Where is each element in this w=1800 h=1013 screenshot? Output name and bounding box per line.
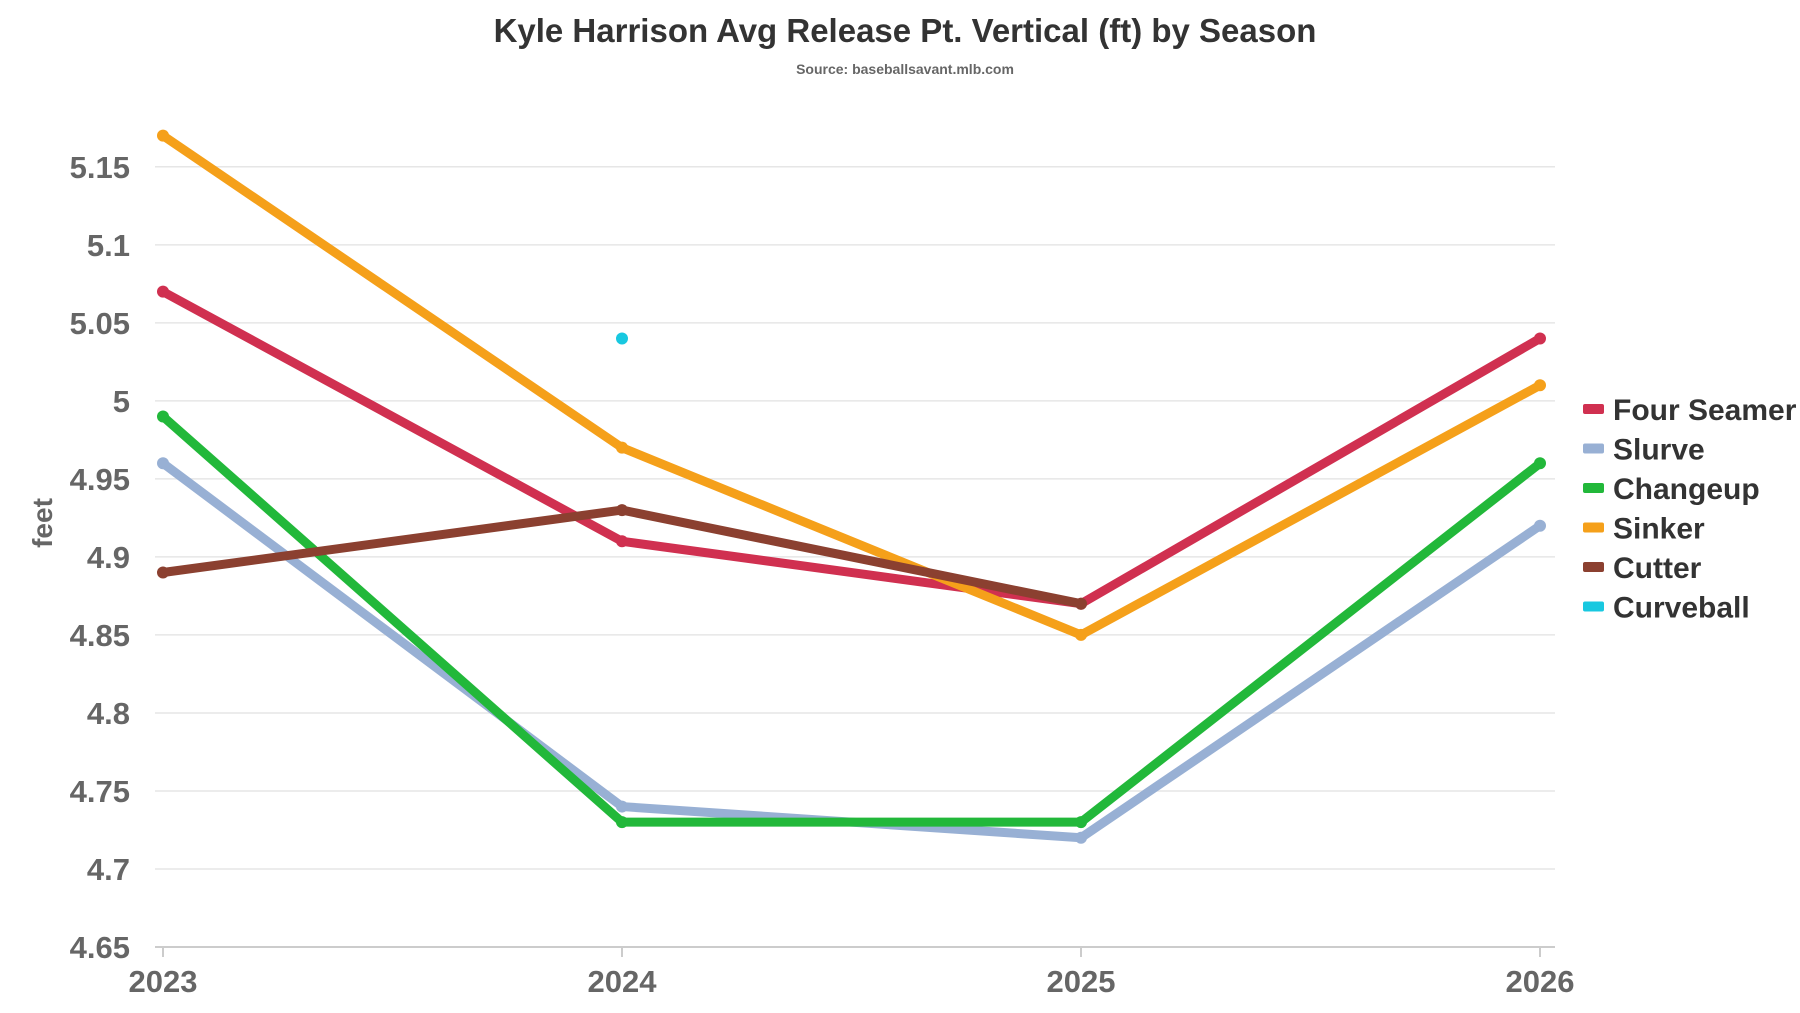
y-tick-label: 4.95: [70, 462, 130, 497]
legend-swatch: [1583, 601, 1604, 612]
data-point-four-seamer[interactable]: [157, 285, 169, 298]
series-sinker: [157, 129, 1546, 641]
legend[interactable]: Four Seamer Slurve Changeup Sinker Cutter Cur…: [1583, 394, 1797, 625]
y-tick-label: 5.1: [87, 228, 130, 263]
data-point-slurve[interactable]: [157, 457, 169, 470]
legend-item-four-seamer[interactable]: Four Seamer: [1583, 394, 1797, 427]
x-tick-label: 2024: [588, 964, 658, 999]
series-changeup: [157, 410, 1546, 829]
x-tick-label: 2025: [1047, 964, 1116, 999]
y-tick-label: 5.05: [70, 306, 130, 341]
x-tick-label: 2023: [129, 964, 198, 999]
y-tick-label: 4.9: [87, 540, 130, 575]
legend-item-curveball[interactable]: Curveball: [1583, 592, 1750, 625]
chart-subtitle: Source: baseballsavant.mlb.com: [796, 61, 1014, 77]
legend-label: Four Seamer: [1613, 394, 1797, 427]
legend-label: Sinker: [1613, 513, 1705, 546]
legend-label: Curveball: [1613, 592, 1750, 625]
legend-item-cutter[interactable]: Cutter: [1583, 552, 1702, 585]
data-point-sinker[interactable]: [1534, 379, 1546, 392]
data-point-sinker[interactable]: [1075, 628, 1087, 641]
legend-item-slurve[interactable]: Slurve: [1583, 434, 1705, 467]
data-point-slurve[interactable]: [1534, 519, 1546, 532]
y-tick-label: 4.8: [87, 696, 130, 731]
y-axis-ticks: 4.65 4.7 4.75 4.8 4.85 4.9 4.95 5 5.05 5.1 5.15: [70, 150, 130, 965]
data-point-cutter[interactable]: [157, 566, 169, 579]
x-tick-label: 2026: [1506, 964, 1575, 999]
legend-item-sinker[interactable]: Sinker: [1583, 513, 1705, 546]
series-cutter: [157, 504, 1087, 610]
data-point-curveball[interactable]: [616, 332, 628, 345]
series-slurve: [157, 457, 1546, 844]
y-axis-label: feet: [27, 498, 58, 548]
legend-label: Slurve: [1613, 434, 1705, 467]
data-point-changeup[interactable]: [616, 816, 628, 829]
legend-label: Cutter: [1613, 552, 1702, 585]
data-point-changeup[interactable]: [157, 410, 169, 423]
legend-label: Changeup: [1613, 473, 1760, 506]
series-line-changeup: [160, 413, 1543, 827]
series-line-slurve: [160, 459, 1543, 843]
data-point-sinker[interactable]: [616, 441, 628, 454]
data-point-changeup[interactable]: [1075, 816, 1087, 829]
data-point-sinker[interactable]: [157, 129, 169, 142]
series-curveball: [616, 332, 628, 345]
legend-swatch: [1583, 483, 1604, 493]
data-point-cutter[interactable]: [616, 504, 628, 517]
y-tick-label: 5.15: [70, 150, 130, 185]
x-axis-ticks: 2023 2024 2025 2026: [129, 947, 1575, 999]
series-line-sinker: [160, 131, 1543, 640]
series-line-four-seamer: [160, 287, 1543, 609]
series-lines: [157, 129, 1546, 844]
legend-swatch: [1583, 562, 1604, 572]
data-point-slurve[interactable]: [616, 800, 628, 813]
data-point-four-seamer[interactable]: [616, 535, 628, 548]
y-tick-label: 4.85: [70, 618, 130, 653]
chart-title: Kyle Harrison Avg Release Pt. Vertical (…: [494, 12, 1317, 49]
legend-swatch: [1583, 522, 1604, 533]
data-point-slurve[interactable]: [1075, 831, 1087, 844]
y-tick-label: 4.7: [87, 852, 130, 887]
data-point-cutter[interactable]: [1075, 597, 1087, 610]
y-tick-label: 4.75: [70, 774, 130, 809]
y-tick-label: 4.65: [70, 930, 130, 965]
data-point-four-seamer[interactable]: [1534, 332, 1546, 345]
legend-item-changeup[interactable]: Changeup: [1583, 473, 1760, 506]
legend-swatch: [1583, 443, 1604, 454]
data-point-changeup[interactable]: [1534, 457, 1546, 470]
legend-swatch: [1583, 404, 1604, 414]
y-tick-label: 5: [113, 384, 130, 419]
